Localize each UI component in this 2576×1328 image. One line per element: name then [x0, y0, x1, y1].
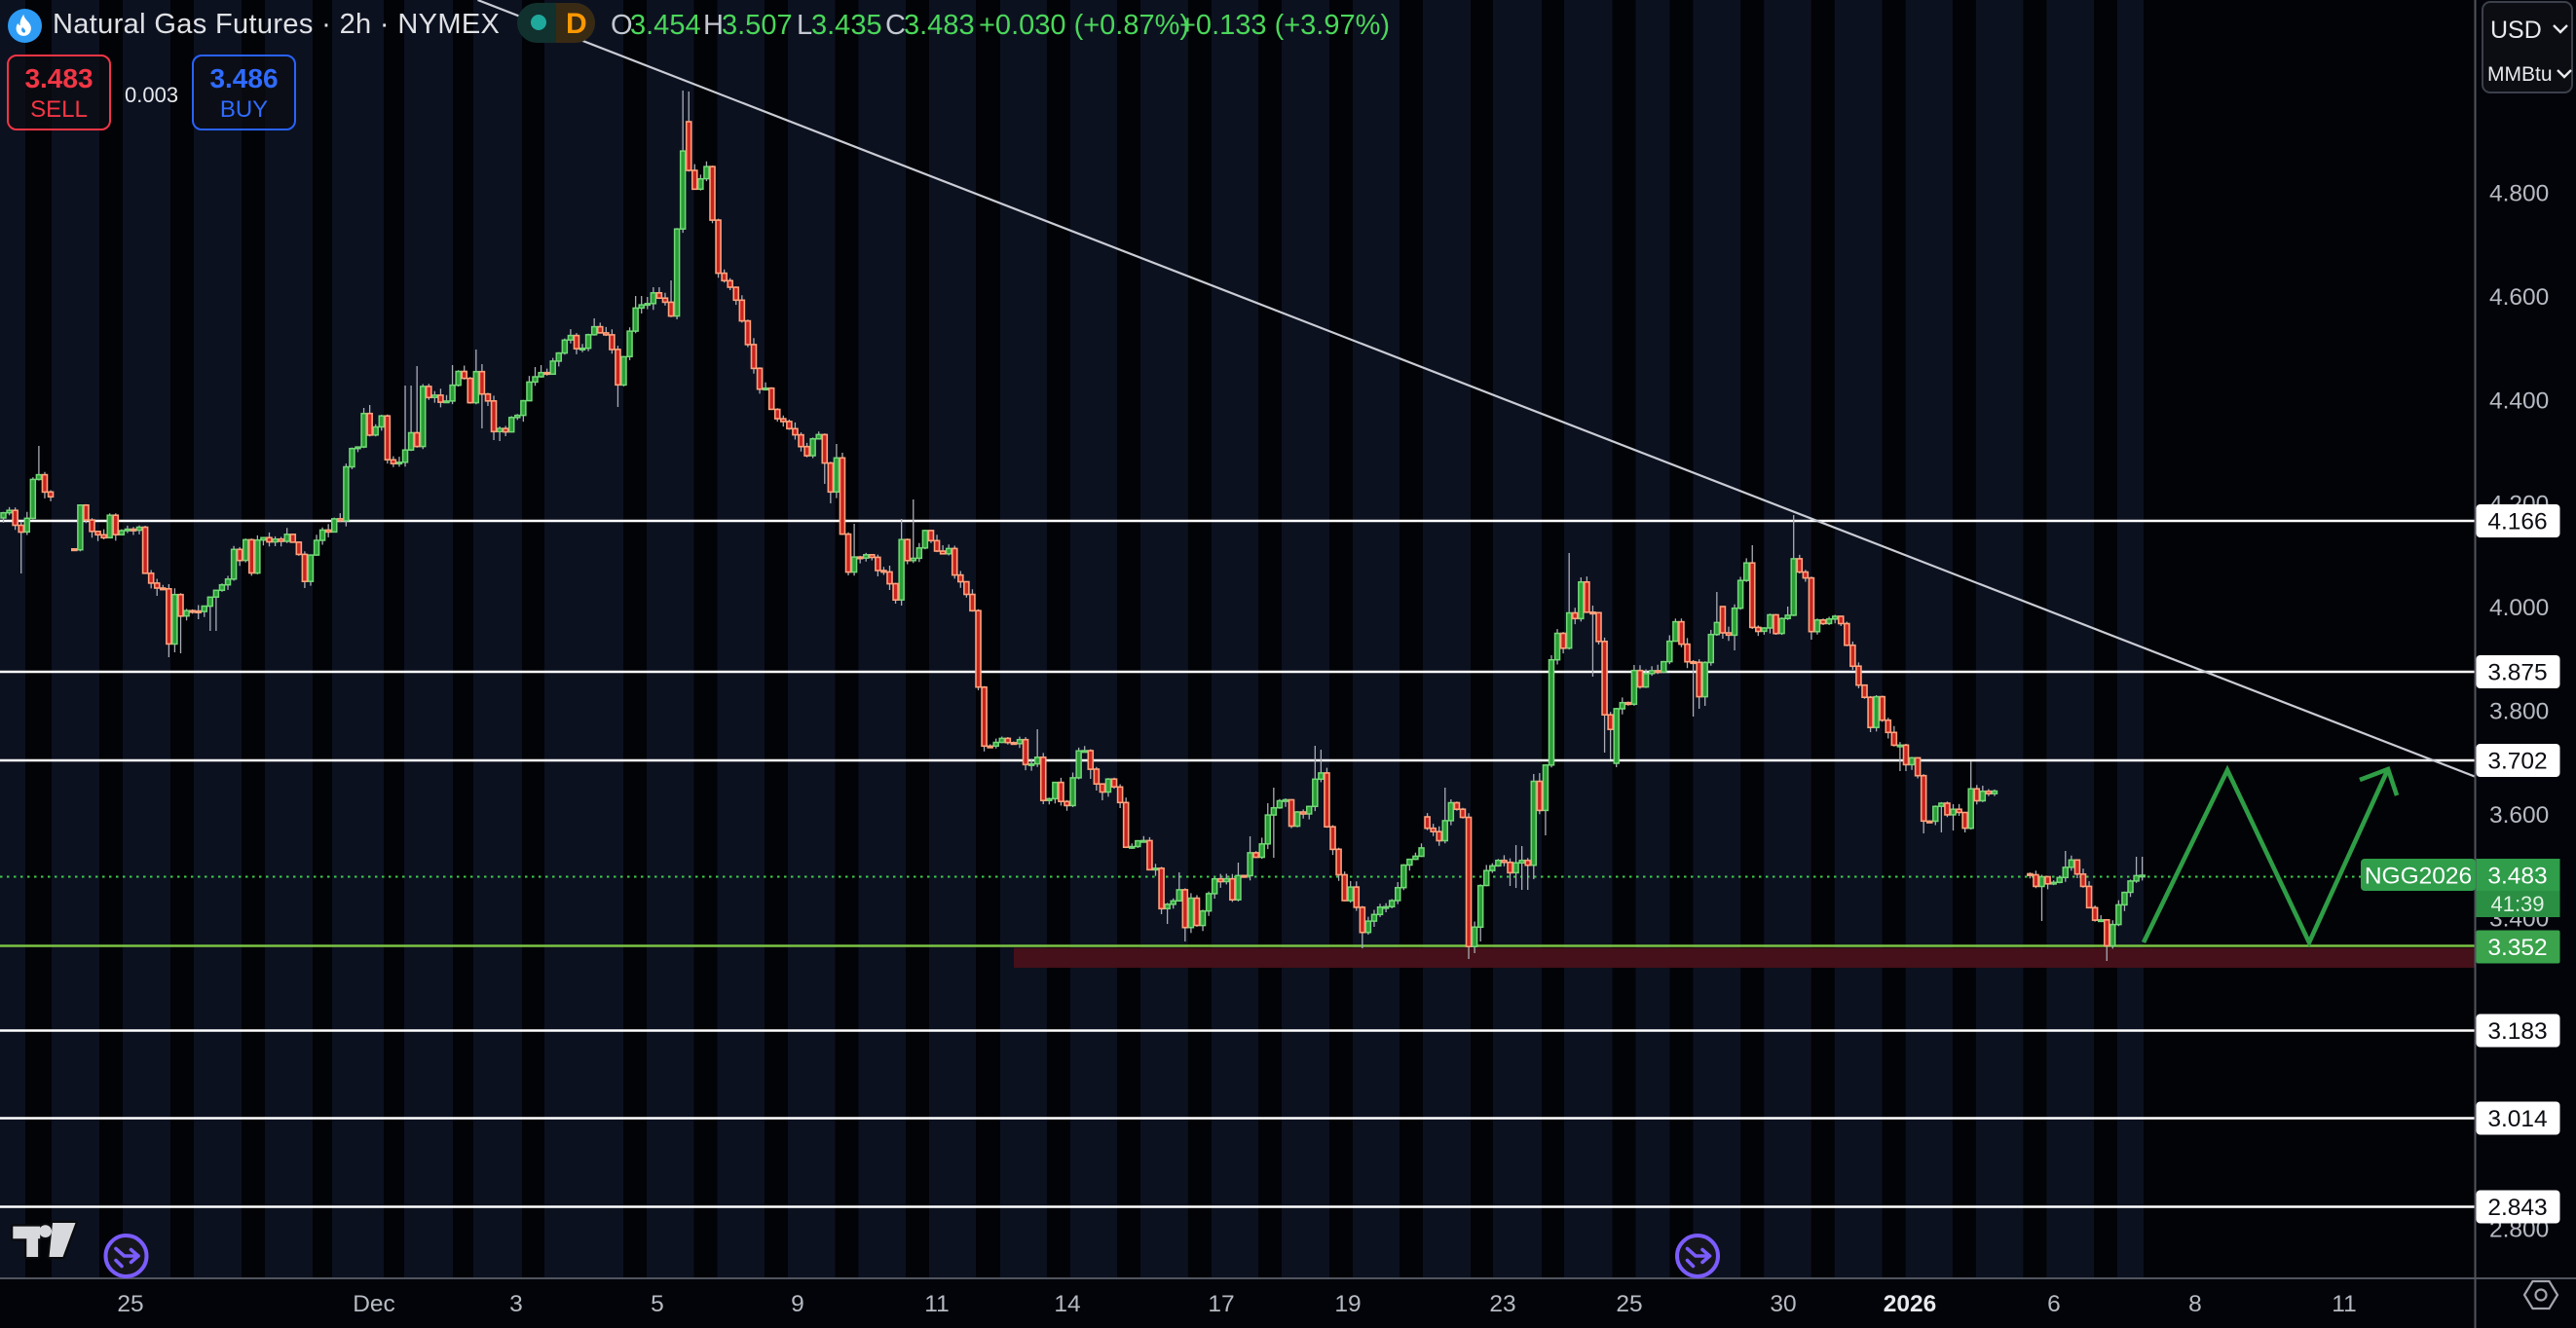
svg-text:4.600: 4.600	[2489, 284, 2549, 311]
svg-text:14: 14	[1054, 1291, 1080, 1317]
svg-text:4.400: 4.400	[2489, 387, 2549, 414]
svg-text:4.800: 4.800	[2489, 181, 2549, 207]
svg-text:3.183: 3.183	[2487, 1018, 2547, 1045]
svg-text:3.702: 3.702	[2487, 749, 2547, 775]
svg-text:30: 30	[1770, 1291, 1796, 1317]
svg-text:19: 19	[1334, 1291, 1361, 1317]
svg-text:25: 25	[117, 1291, 143, 1317]
svg-text:3.800: 3.800	[2489, 699, 2549, 725]
svg-text:2026: 2026	[1884, 1291, 1937, 1317]
svg-text:Dec: Dec	[353, 1291, 395, 1317]
svg-text:8: 8	[2188, 1291, 2202, 1317]
svg-text:17: 17	[1208, 1291, 1234, 1317]
svg-text:25: 25	[1616, 1291, 1642, 1317]
svg-text:3.352: 3.352	[2487, 935, 2547, 961]
svg-text:3.014: 3.014	[2487, 1106, 2547, 1132]
svg-text:2.843: 2.843	[2487, 1195, 2547, 1221]
svg-text:3.483: 3.483	[2487, 864, 2547, 890]
svg-text:3.600: 3.600	[2489, 802, 2549, 829]
svg-text:23: 23	[1489, 1291, 1515, 1317]
svg-text:3.875: 3.875	[2487, 660, 2547, 686]
svg-text:9: 9	[791, 1291, 804, 1317]
svg-text:4.000: 4.000	[2489, 595, 2549, 621]
svg-text:3: 3	[509, 1291, 523, 1317]
svg-text:5: 5	[651, 1291, 664, 1317]
svg-text:11: 11	[2332, 1291, 2356, 1317]
svg-text:NGG2026: NGG2026	[2365, 864, 2472, 890]
svg-text:11: 11	[924, 1291, 949, 1317]
svg-text:6: 6	[2047, 1291, 2061, 1317]
svg-text:41:39: 41:39	[2490, 892, 2544, 916]
svg-text:4.166: 4.166	[2487, 509, 2547, 535]
